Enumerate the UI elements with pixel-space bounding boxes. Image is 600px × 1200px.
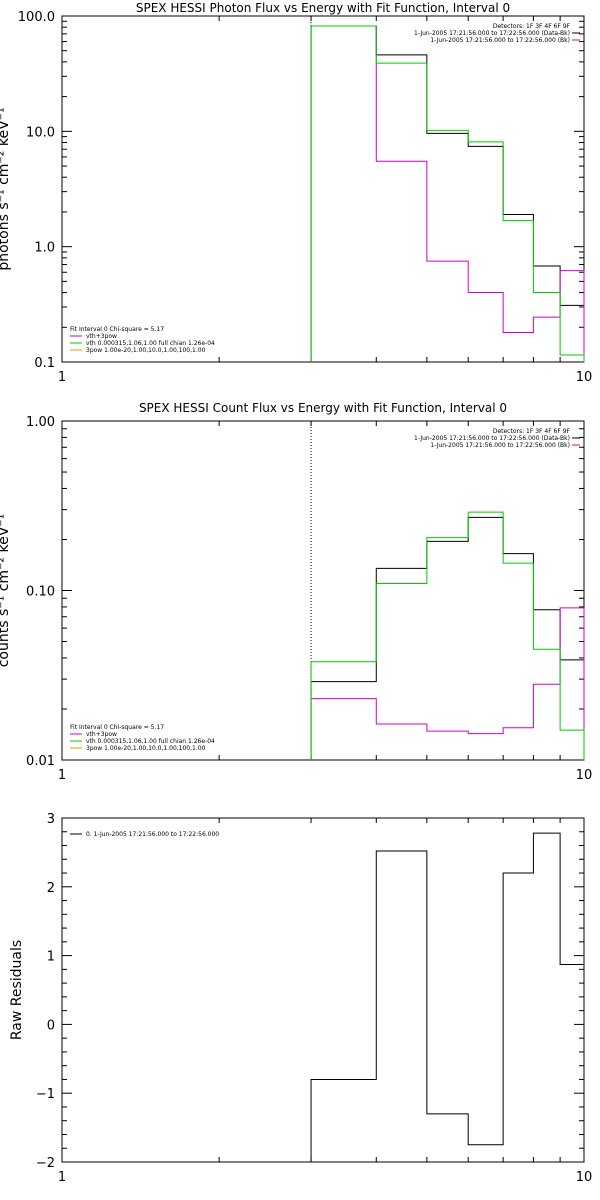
chart-title: SPEX HESSI Photon Flux vs Energy with Fi… — [136, 1, 510, 15]
legend-right-text: 1-Jun-2005 17:21:56.000 to 17:22:56.000 … — [430, 37, 570, 44]
legend-right-text: 1-Jun-2005 17:21:56.000 to 17:22:56.000 … — [414, 30, 570, 37]
legend-left-text: 0. 1-Jun-2005 17:21:56.000 to 17:22:56.0… — [86, 831, 219, 838]
y-tick-label: 0.01 — [26, 754, 55, 769]
series-1-step — [310, 832, 585, 1162]
legend-left-text: vth+3pow — [86, 333, 117, 340]
series-1-step — [310, 516, 585, 760]
series-2-step — [310, 25, 585, 362]
x-tick-label: 1 — [58, 1170, 66, 1185]
y-tick-label: 1 — [47, 950, 55, 965]
legend-left-text: vth 0.000315,1.06,1.00 full chian 1.26e-… — [86, 738, 215, 745]
y-axis-label: counts s⁻¹ cm⁻² keV⁻¹ — [0, 514, 12, 668]
legend-right-text: 1-Jun-2005 17:21:56.000 to 17:22:56.000 … — [430, 442, 570, 449]
chart-panel-1: SPEX HESSI Photon Flux vs Energy with Fi… — [0, 1, 592, 385]
legend-left-text: 3pow 1.00e-20,1.00,10.0,1.00,100,1.00 — [86, 347, 206, 354]
y-tick-label: 0.10 — [26, 585, 55, 600]
y-tick-label: 3 — [47, 812, 55, 827]
y-tick-label: 100.0 — [18, 10, 55, 25]
plot-frame — [61, 420, 585, 761]
legend-left-text: 3pow 1.00e-20,1.00,10.0,1.00,100,1.00 — [86, 745, 206, 752]
plot-frame — [61, 817, 585, 1163]
y-tick-label: 2 — [47, 881, 55, 896]
x-tick-label: 10 — [576, 768, 593, 783]
chart-title: SPEX HESSI Count Flux vs Energy with Fit… — [139, 401, 507, 415]
series-2-step — [310, 607, 585, 760]
legend-left-text: vth+3pow — [86, 731, 117, 738]
legend-left-text: Fit Interval 0 Chi-square = 5.17 — [70, 326, 164, 333]
series-1-step — [310, 25, 585, 362]
x-tick-label: 1 — [58, 768, 66, 783]
y-tick-label: 1.00 — [26, 415, 55, 430]
plot-frame — [61, 15, 585, 363]
chart-panel-2: SPEX HESSI Count Flux vs Energy with Fit… — [0, 401, 592, 783]
chart-panel-3: Raw Residuals 1 10 −2 −1 0 1 2 3 0. 1-Jun-2005 17… — [9, 812, 592, 1185]
y-tick-label: 1.0 — [34, 241, 55, 256]
y-axis-label: photons s⁻¹ cm⁻² keV⁻¹ — [0, 107, 12, 270]
y-tick-label: 0.1 — [34, 356, 55, 371]
y-axis-label: Raw Residuals — [9, 940, 25, 1040]
legend-left-text: Fit Interval 0 Chi-square = 5.17 — [70, 724, 164, 731]
y-tick-label: 10.0 — [26, 125, 55, 140]
series-3-step — [310, 25, 585, 362]
x-tick-label: 10 — [576, 370, 593, 385]
legend-right-text: 1-Jun-2005 17:21:56.000 to 17:22:56.000 … — [414, 435, 570, 442]
y-tick-label: −2 — [36, 1156, 55, 1171]
x-tick-label: 1 — [58, 370, 66, 385]
legend-right-text: Detectors: 1F 3F 4F 6F 9F — [493, 428, 571, 435]
legend-right-text: Detectors: 1F 3F 4F 6F 9F — [493, 23, 571, 30]
x-tick-label: 10 — [576, 1170, 593, 1185]
y-tick-label: −1 — [36, 1087, 55, 1102]
series-3-step — [310, 511, 585, 760]
y-tick-label: 0 — [47, 1018, 55, 1033]
legend-left-text: vth 0.000315,1.06,1.00 full chian 1.26e-… — [86, 340, 215, 347]
